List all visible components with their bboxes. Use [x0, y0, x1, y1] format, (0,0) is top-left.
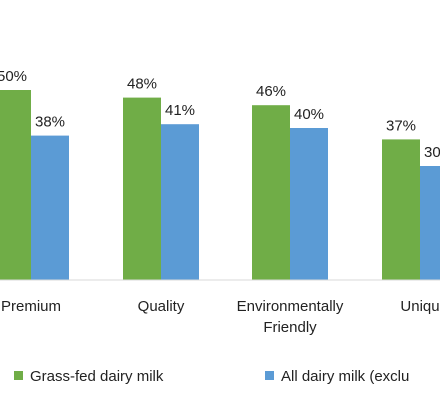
bar-grass-fed-1	[123, 97, 161, 280]
bar-grass-fed-2	[252, 105, 290, 280]
category-label: Premium	[1, 298, 61, 315]
bar-all-dairy-2	[290, 128, 328, 280]
legend-swatch	[14, 371, 23, 380]
value-label: 48%	[127, 76, 157, 93]
value-label: 38%	[35, 114, 65, 131]
value-label: 46%	[256, 83, 286, 100]
value-label: 50%	[0, 68, 27, 85]
legend: Grass-fed dairy milk All dairy milk (excl…	[14, 368, 409, 385]
category-label: Quality	[138, 298, 185, 315]
legend-item: Grass-fed dairy milk	[14, 368, 164, 385]
category-label: Environmentally Friendly	[237, 298, 344, 336]
bar-all-dairy-0	[31, 135, 69, 280]
bar-grass-fed-0	[0, 90, 31, 280]
legend-item: All dairy milk (exclu	[265, 368, 409, 385]
bar-all-dairy-3	[420, 166, 440, 280]
value-labels-group: 50% 48% 46% 37% 38% 41% 40% 30%	[0, 68, 440, 161]
category-label: Uniqu	[400, 298, 439, 315]
bar-all-dairy-1	[161, 124, 199, 280]
value-label: 30%	[424, 144, 440, 161]
value-label: 37%	[386, 117, 416, 134]
category-labels-group: Premium Quality Environmentally Friendly Uni…	[1, 298, 440, 336]
legend-swatch	[265, 371, 274, 380]
legend-label: All dairy milk (exclu	[281, 368, 409, 385]
value-label: 41%	[165, 102, 195, 119]
value-label: 40%	[294, 106, 324, 123]
bars-group	[0, 90, 440, 280]
legend-label: Grass-fed dairy milk	[30, 368, 164, 385]
bar-grass-fed-3	[382, 139, 420, 280]
